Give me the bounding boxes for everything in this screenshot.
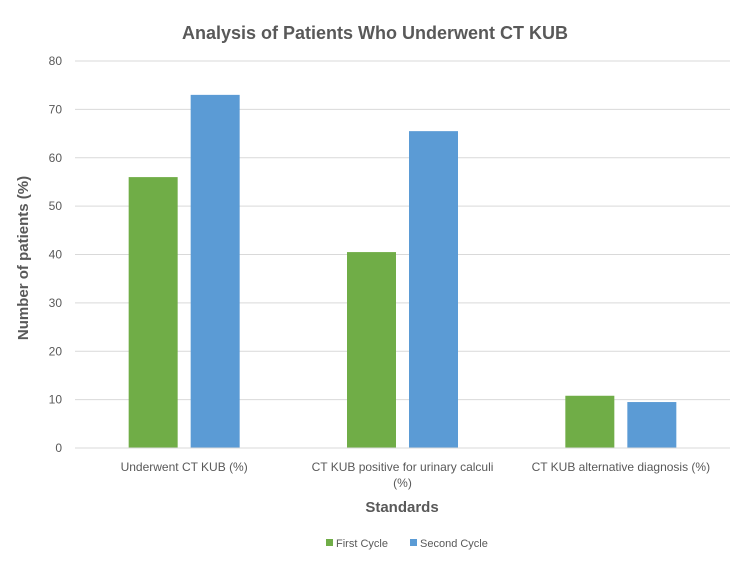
- bar-first-cycle-1: [128, 177, 178, 448]
- x-category-label: Underwent CT KUB (%): [121, 460, 248, 474]
- y-axis-title: Number of patients (%): [15, 176, 32, 340]
- legend-label: First Cycle: [336, 538, 388, 550]
- x-category-label-line: (%): [393, 476, 412, 490]
- x-category-label: CT KUB alternative diagnosis (%): [532, 460, 711, 474]
- x-axis-title: Standards: [365, 499, 438, 516]
- y-tick-label: 60: [49, 151, 63, 165]
- y-tick-label: 0: [55, 441, 62, 455]
- bar-second-cycle-1: [190, 94, 240, 449]
- y-tick-label: 30: [49, 296, 63, 310]
- legend-swatch: [410, 539, 417, 546]
- legend-label: Second Cycle: [420, 538, 488, 550]
- x-category-label-line: CT KUB alternative diagnosis (%): [532, 460, 711, 474]
- legend-swatch: [326, 539, 333, 546]
- x-category-label-line: CT KUB positive for urinary calculi: [312, 460, 494, 474]
- bar-second-cycle-2: [409, 131, 458, 449]
- bars: [128, 94, 677, 449]
- gridlines: [75, 60, 730, 401]
- bar-second-cycle-3: [627, 402, 677, 448]
- bar-first-cycle-2: [347, 252, 396, 448]
- x-category-label: CT KUB positive for urinary calculi (%): [312, 460, 494, 490]
- legend: First Cycle Second Cycle: [326, 538, 488, 550]
- y-tick-label: 70: [49, 102, 63, 116]
- y-tick-label: 40: [49, 248, 63, 262]
- y-tick-label: 80: [49, 54, 63, 68]
- x-axis-categories: Underwent CT KUB (%) CT KUB positive for …: [121, 460, 711, 490]
- y-tick-label: 20: [49, 344, 63, 358]
- y-tick-label: 50: [49, 199, 63, 213]
- bar-first-cycle-3: [565, 395, 615, 448]
- x-category-label-line: Underwent CT KUB (%): [121, 460, 248, 474]
- y-tick-label: 10: [49, 393, 63, 407]
- chart-title: Analysis of Patients Who Underwent CT KU…: [182, 23, 568, 43]
- y-axis-ticks: 0 10 20 30 40 50 60 70 80: [49, 54, 63, 455]
